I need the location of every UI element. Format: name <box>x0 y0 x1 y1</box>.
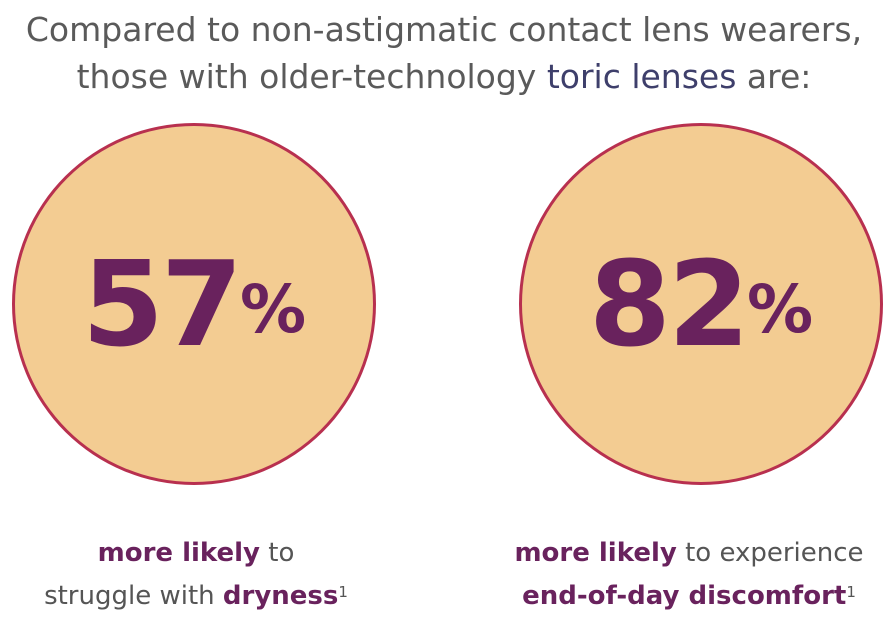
stat-circle-discomfort: 82% <box>519 123 883 485</box>
caption-dryness: more likely to struggle with dryness1 <box>0 532 392 618</box>
caption-bold: dryness <box>222 581 339 611</box>
headline-highlight: toric lenses <box>546 57 737 96</box>
stat-circle-dryness: 57% <box>12 123 376 485</box>
headline-line-1: Compared to non-astigmatic contact lens … <box>25 10 863 49</box>
caption-bold: more likely <box>514 538 677 568</box>
caption-text: to experience <box>676 538 864 568</box>
caption-line-1: more likely to <box>0 532 392 575</box>
caption-line-2: struggle with dryness1 <box>0 575 392 618</box>
caption-text: struggle with <box>44 581 223 611</box>
footnote-marker: 1 <box>846 583 856 601</box>
caption-text: to <box>260 538 295 568</box>
headline-text: those with older-technology <box>76 57 547 96</box>
headline-line-2: those with older-technology toric lenses… <box>0 53 888 100</box>
footnote-marker: 1 <box>338 583 348 601</box>
stat-number: 82 <box>588 235 750 373</box>
percent-sign: % <box>240 271 307 348</box>
headline: Compared to non-astigmatic contact lens … <box>0 6 888 100</box>
percent-sign: % <box>747 271 814 348</box>
caption-bold: more likely <box>97 538 260 568</box>
stat-value: 82% <box>522 244 880 364</box>
caption-discomfort: more likely to experience end-of-day dis… <box>490 532 888 618</box>
caption-line-2: end-of-day discomfort1 <box>490 575 888 618</box>
caption-bold: end-of-day discomfort <box>522 581 847 611</box>
stat-value: 57% <box>15 244 373 364</box>
stat-number: 57 <box>81 235 243 373</box>
headline-text-end: are: <box>736 57 812 96</box>
caption-line-1: more likely to experience <box>490 532 888 575</box>
